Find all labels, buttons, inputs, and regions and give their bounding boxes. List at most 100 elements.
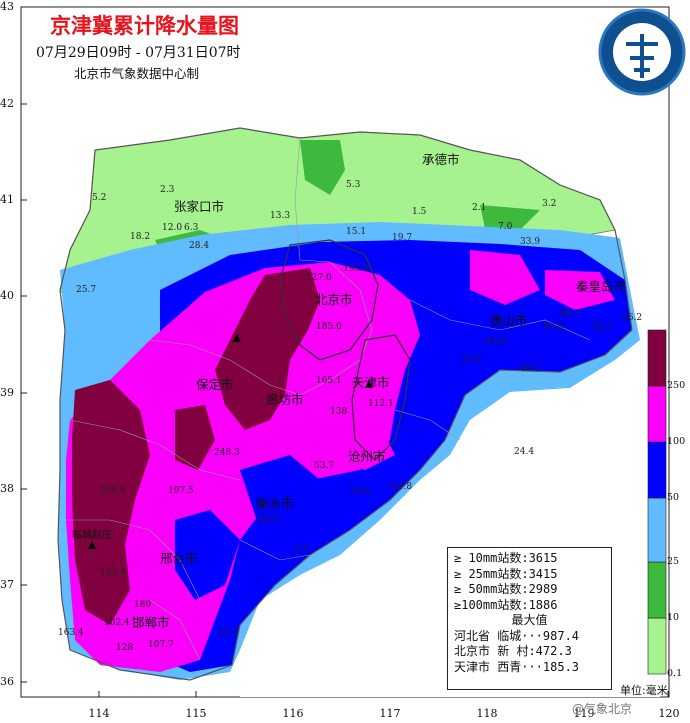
station-value: 43.6 bbox=[486, 337, 507, 347]
lat-tick-label: 41 bbox=[0, 193, 14, 206]
rain-zone-maroon-2 bbox=[72, 380, 150, 625]
station-value: 40.1 bbox=[520, 364, 541, 374]
station-value: 189 bbox=[134, 600, 152, 610]
city-label-zhangjiakou: 张家口市 bbox=[174, 199, 225, 214]
station-value: 33.9 bbox=[520, 237, 541, 247]
lon-tick-label: 117 bbox=[379, 707, 401, 720]
beijing-outline bbox=[279, 239, 379, 361]
legend-level-label: 25 bbox=[667, 556, 680, 567]
station-value: 60.5 bbox=[258, 515, 279, 525]
lat-tick-label: 39 bbox=[0, 386, 14, 399]
tianjin-outline bbox=[351, 334, 411, 461]
city-label-hengshui: 衡水市 bbox=[256, 496, 294, 511]
station-value: 102.4 bbox=[104, 618, 130, 628]
station-value: 41.8 bbox=[392, 482, 413, 492]
legend-level-label: 10 bbox=[667, 612, 680, 623]
station-value: 46.7 bbox=[560, 309, 581, 319]
rain-zone-maroon-3 bbox=[175, 405, 215, 470]
city-label-xingtai: 邢台市 bbox=[160, 551, 198, 566]
stats-line: ≥ 25mm站数:3415 bbox=[454, 566, 558, 581]
city-label-cangzhou: 沧州市 bbox=[348, 449, 386, 464]
stats-line: ≥ 10mm站数:3615 bbox=[454, 551, 558, 565]
stats-line: ≥100mm站数:1886 bbox=[454, 597, 558, 612]
station-value: 19.7 bbox=[392, 233, 413, 243]
station-value: 15.1 bbox=[346, 227, 367, 237]
legend-level-label: 100 bbox=[667, 436, 686, 447]
rain-zone-magenta bbox=[66, 262, 420, 672]
station-value: 28.4 bbox=[189, 241, 210, 251]
meteorological-logo bbox=[598, 8, 686, 96]
station-value: 2.1 bbox=[472, 203, 487, 213]
lat-tick-marks bbox=[21, 6, 27, 683]
stats-max-row: 北京市 新 村:472.3 bbox=[454, 644, 572, 658]
station-value: 128 bbox=[116, 643, 134, 653]
station-value: 107.7 bbox=[148, 640, 174, 650]
station-value: 25.7 bbox=[76, 285, 97, 295]
station-value: 5.2 bbox=[92, 193, 107, 203]
lon-tick-label: 118 bbox=[476, 707, 498, 720]
map-period: 07月29日09时 - 07月31日07时 bbox=[36, 45, 241, 61]
station-value: 368.6 bbox=[100, 486, 126, 496]
station-value: 24.4 bbox=[514, 447, 535, 457]
rain-zone-magenta-4 bbox=[340, 425, 395, 470]
lon-tick-label: 114 bbox=[88, 707, 110, 720]
lon-tick-label: 119 bbox=[573, 707, 595, 720]
stats-line: ≥ 50mm站数:2989 bbox=[454, 582, 558, 596]
station-label-lincheng: 临城赵庄 bbox=[72, 530, 112, 541]
map-producer: 北京市气象数据中心制 bbox=[74, 66, 200, 81]
city-label-tangshan: 唐山市 bbox=[490, 313, 528, 328]
station-value: 18.2 bbox=[130, 232, 151, 242]
city-label-langfang: 廊坊市 bbox=[266, 392, 304, 407]
station-value: 133.4 bbox=[100, 568, 126, 578]
lon-tick-label: 115 bbox=[185, 707, 207, 720]
legend-color-bar bbox=[647, 329, 667, 675]
city-label-baoding: 保定市 bbox=[196, 377, 234, 392]
station-value: 5.3 bbox=[346, 180, 361, 190]
station-value: 56.2 bbox=[622, 313, 643, 323]
station-value: 12.0 bbox=[162, 223, 183, 233]
map-title: 京津冀累计降水量图 bbox=[50, 14, 239, 38]
station-value: 1.5 bbox=[412, 207, 427, 217]
station-value: 12.3 bbox=[218, 628, 239, 638]
station-value: 165.1 bbox=[316, 376, 342, 386]
lon-tick-label: 116 bbox=[282, 707, 304, 720]
station-value: 197.5 bbox=[168, 486, 194, 496]
station-value: 248.3 bbox=[214, 448, 240, 458]
lat-tick-label: 37 bbox=[0, 578, 14, 591]
city-label-qinhuangdao: 秦皇岛市 bbox=[576, 279, 627, 294]
stats-max-header: 最大值 bbox=[511, 613, 548, 627]
lat-tick-label: 40 bbox=[0, 289, 14, 302]
station-value: 193.4 bbox=[343, 264, 369, 274]
legend-unit-label: 单位:毫米 bbox=[620, 684, 668, 697]
station-value: 185.0 bbox=[316, 322, 342, 332]
city-label-chengde: 承德市 bbox=[422, 152, 460, 167]
rain-zone-green-3 bbox=[480, 205, 540, 230]
station-value: 60.8 bbox=[543, 322, 564, 332]
district-boundaries bbox=[66, 137, 591, 661]
station-value: 112.1 bbox=[368, 399, 394, 409]
rain-zone-magenta-3 bbox=[545, 270, 615, 310]
stats-max-row: 天津市 西青···185.3 bbox=[454, 659, 580, 674]
city-label-handan: 邯郸市 bbox=[132, 615, 170, 630]
station-value: 163.4 bbox=[58, 628, 84, 638]
station-value: 6.3 bbox=[184, 223, 199, 233]
station-value: 7.0 bbox=[498, 222, 513, 232]
rain-zone-blue-2 bbox=[175, 510, 240, 600]
lat-tick-label: 36 bbox=[0, 675, 14, 688]
lon-tick-label: 120 bbox=[658, 707, 680, 720]
rain-zone-green bbox=[300, 140, 345, 195]
lat-tick-label: 38 bbox=[0, 482, 14, 495]
station-value: 2.3 bbox=[160, 185, 175, 195]
rain-zone-blue-3 bbox=[240, 455, 320, 530]
lat-tick-label: 42 bbox=[0, 97, 14, 110]
station-value: 13.3 bbox=[270, 211, 291, 221]
city-label-beijing: 北京市 bbox=[315, 292, 353, 307]
rain-zone-magenta-2 bbox=[470, 250, 540, 305]
station-statistics-box: ≥ 10mm站数:3615 ≥ 25mm站数:3415 ≥ 50mm站数:298… bbox=[447, 547, 612, 690]
station-markers bbox=[88, 334, 373, 549]
lat-tick-label: 43 bbox=[0, 0, 14, 13]
station-value: 35.5 bbox=[592, 322, 613, 332]
rain-zone-maroon bbox=[215, 268, 320, 430]
